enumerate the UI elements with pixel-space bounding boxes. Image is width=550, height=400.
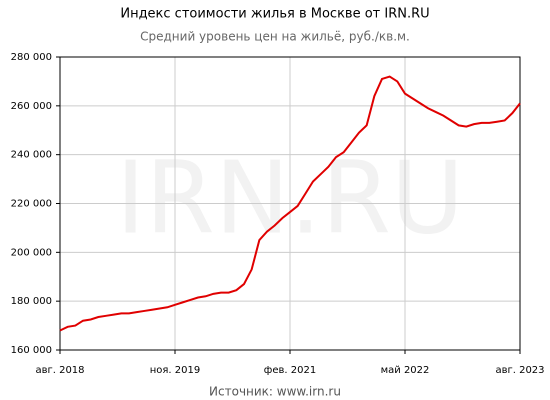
source: Источник: www.irn.ru <box>209 385 341 399</box>
chart-title: Индекс стоимости жилья в Москве от IRN.R… <box>120 7 429 22</box>
line <box>59 75 521 332</box>
x-tick-label: авг. 2018 <box>35 365 84 376</box>
y-tick-label: 220 000 <box>11 199 52 210</box>
y-tick-label: 280 000 <box>11 52 52 63</box>
x-tick-label: май 2022 <box>381 365 430 376</box>
y-tick-label: 200 000 <box>11 247 52 258</box>
y-tick-label: 260 000 <box>11 101 52 112</box>
x-tick-label: ноя. 2019 <box>150 365 200 376</box>
y-tick-label: 180 000 <box>11 296 52 307</box>
y-tick-label: 240 000 <box>11 150 52 161</box>
chart-subtitle: Средний уровень цен на жильё, руб./кв.м. <box>140 30 410 44</box>
x-tick-label: фев. 2021 <box>264 365 316 376</box>
x-tick-label: авг. 2023 <box>495 365 544 376</box>
plot-border <box>59 56 521 351</box>
y-tick-label: 160 000 <box>11 345 52 356</box>
